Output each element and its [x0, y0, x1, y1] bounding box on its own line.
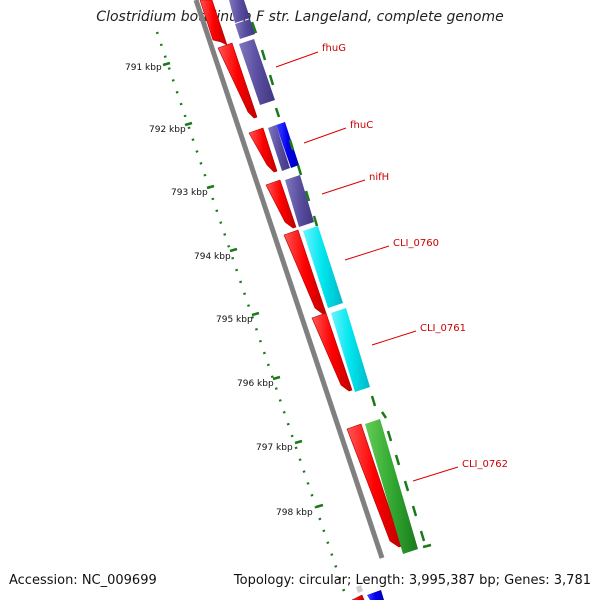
- scale-tick: [294, 439, 303, 445]
- scale-ticks: [162, 61, 324, 509]
- cds-arrow-CLI_0762: [346, 423, 403, 548]
- scale-tick: [162, 61, 171, 67]
- scale-tick: [206, 184, 215, 190]
- outer-mark: [250, 21, 258, 34]
- feature-bar-fhuC: [268, 125, 290, 171]
- genome-summary-text: Topology: circular; Length: 3,995,387 bp…: [233, 573, 591, 588]
- scale-tick: [272, 375, 281, 381]
- outer-mark: [260, 49, 267, 61]
- scale-tick: [184, 121, 193, 127]
- outer-mark: [394, 454, 401, 466]
- outer-mark: [370, 395, 377, 407]
- gene-label-fhuC: fhuC: [350, 120, 373, 131]
- feature-bar-CLI_0761: [331, 308, 370, 392]
- feature-bar-CLI_0762: [365, 419, 418, 554]
- genome-backbone: [193, 0, 385, 559]
- cds-track: [199, 0, 403, 600]
- gene-label-CLI_0762: CLI_0762: [462, 459, 508, 470]
- feature-bar-nifH: [285, 175, 314, 227]
- outer-mark: [386, 430, 393, 442]
- outer-mark: [304, 190, 311, 202]
- gene-label-CLI_0760: CLI_0760: [393, 238, 439, 249]
- leader-line: [412, 466, 459, 482]
- leader-line: [344, 245, 390, 261]
- outer-mark: [403, 480, 410, 492]
- outer-mark: [419, 530, 426, 542]
- scale-label: 797 kbp: [256, 443, 293, 453]
- leader-line: [321, 179, 366, 195]
- scale-label: 791 kbp: [125, 63, 162, 73]
- outer-mark: [296, 164, 303, 176]
- cds-arrow: [351, 594, 365, 600]
- scale-tick: [315, 503, 324, 509]
- cds-arrow: [199, 0, 228, 46]
- feature-bar-CLI_0760: [303, 226, 343, 308]
- outer-mark: [268, 74, 275, 86]
- feature-bar-fhuC-blue: [276, 122, 299, 168]
- scale-label: 796 kbp: [237, 379, 274, 389]
- outer-mark: [312, 215, 319, 227]
- scale-label: 792 kbp: [149, 125, 186, 135]
- gene-label-nifH: nifH: [369, 172, 389, 183]
- accession-text: Accession: NC_009699: [9, 573, 157, 588]
- leader-lines: [275, 51, 459, 482]
- scale-tick: [229, 247, 238, 253]
- feature-bar: [367, 590, 384, 600]
- feature-bar-fhuG: [239, 39, 275, 105]
- gene-label-fhuG: fhuG: [322, 43, 346, 54]
- leader-line: [275, 51, 319, 68]
- cds-arrow-CLI_0761: [311, 312, 353, 392]
- gene-label-CLI_0761: CLI_0761: [420, 323, 466, 334]
- feature-track: [229, 0, 418, 600]
- scale-label: 793 kbp: [171, 188, 208, 198]
- scale-label: 798 kbp: [276, 508, 313, 518]
- scale-label: 795 kbp: [216, 315, 253, 325]
- outer-mark: [411, 505, 418, 517]
- scale-label: 794 kbp: [194, 252, 231, 262]
- scale-tick: [251, 311, 260, 317]
- cds-arrow-fhuC: [248, 127, 278, 173]
- cds-arrow-nifH: [265, 179, 297, 229]
- cds-arrow-fhuG: [217, 42, 258, 119]
- outer-mark: [274, 107, 281, 118]
- feature-bar-fhuG-2: [235, 19, 255, 39]
- leader-line: [371, 330, 417, 346]
- outer-mark: [288, 139, 295, 151]
- outer-mark: [422, 543, 432, 549]
- feature-bar: [356, 585, 363, 593]
- leader-line: [303, 127, 347, 144]
- feature-bar: [229, 0, 250, 23]
- outer-marks: [250, 21, 432, 549]
- outer-mark: [380, 411, 388, 419]
